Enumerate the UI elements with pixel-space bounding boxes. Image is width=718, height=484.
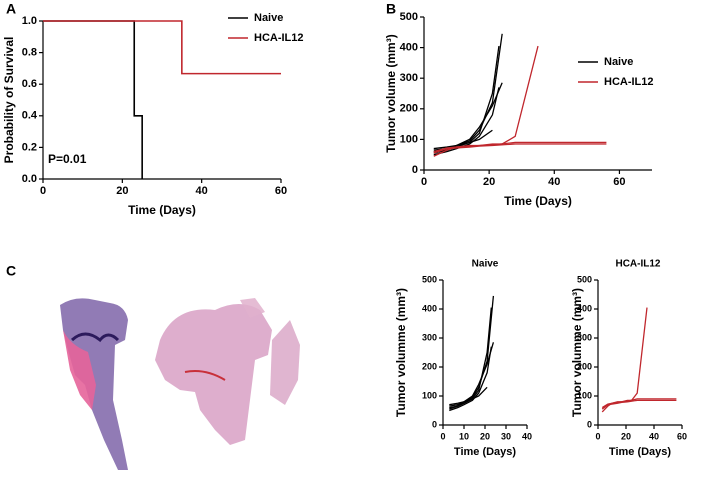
y-tick-label: 0: [587, 419, 592, 429]
y-tick-label: 1.0: [22, 15, 37, 27]
y-tick-label: 0: [412, 164, 418, 176]
panel-label: A: [6, 1, 16, 17]
y-tick-label: 0.4: [22, 110, 38, 122]
x-tick-label: 20: [480, 431, 490, 441]
tumor-line: [601, 307, 648, 413]
panel-label: C: [6, 263, 16, 279]
y-tick-label: 100: [577, 390, 592, 400]
x-tick-label: 0: [40, 185, 46, 197]
chart-title: HCA-IL12: [615, 259, 660, 270]
x-tick-label: 0: [595, 431, 600, 441]
y-tick-label: 200: [422, 361, 437, 371]
y-axis-label: Tumor volume (mm³): [384, 34, 398, 152]
tumor-line: [449, 346, 492, 412]
y-tick-label: 400: [422, 303, 437, 313]
tumor-line: [601, 399, 677, 410]
y-tick-label: 300: [422, 332, 437, 342]
tumor-line: [433, 141, 607, 153]
y-axis-label: Tumor volumme (mm³): [394, 288, 408, 417]
tumor-line: [601, 398, 677, 409]
y-tick-label: 200: [577, 361, 592, 371]
tumor-line: [433, 45, 539, 157]
x-tick-label: 10: [459, 431, 469, 441]
y-tick-label: 500: [400, 11, 418, 23]
y-tick-label: 0: [432, 419, 437, 429]
x-tick-label: 60: [677, 431, 687, 441]
y-tick-label: 200: [400, 103, 418, 115]
y-axis-label: Probability of Survival: [2, 37, 16, 164]
y-tick-label: 100: [422, 390, 437, 400]
tumor-line: [449, 295, 495, 407]
y-tick-label: 400: [400, 42, 418, 54]
x-tick-label: 40: [649, 431, 659, 441]
y-tick-label: 100: [400, 133, 418, 145]
x-tick-label: 0: [440, 431, 445, 441]
y-tick-label: 400: [577, 303, 592, 313]
x-axis-label: Time (Days): [454, 446, 516, 458]
tumor-line: [449, 307, 492, 409]
y-tick-label: 500: [577, 274, 592, 284]
y-tick-label: 500: [422, 274, 437, 284]
x-tick-label: 60: [613, 176, 625, 188]
x-axis-label: Time (Days): [504, 194, 572, 208]
legend-label: Naive: [604, 56, 633, 68]
marrow-region: [63, 330, 96, 410]
y-tick-label: 0.0: [22, 173, 37, 185]
chart-title: Naive: [472, 259, 499, 270]
y-tick-label: 300: [577, 332, 592, 342]
lung-lobe-small: [240, 298, 265, 318]
y-tick-label: 0.2: [22, 141, 37, 153]
x-tick-label: 0: [421, 176, 427, 188]
legend-label: HCA-IL12: [604, 76, 654, 88]
tumor-line: [433, 87, 500, 156]
vessel: [184, 370, 226, 381]
x-tick-label: 20: [483, 176, 495, 188]
x-tick-label: 20: [621, 431, 631, 441]
x-tick-label: 40: [522, 431, 532, 441]
x-tick-label: 30: [501, 431, 511, 441]
y-tick-label: 0.8: [22, 47, 37, 59]
tumor-line: [449, 386, 488, 406]
growth-plate: [70, 332, 120, 343]
y-axis-label: Tumor volumme (mm³): [570, 288, 584, 417]
lung-lobe: [270, 320, 300, 405]
x-tick-label: 40: [548, 176, 560, 188]
tumor-line: [433, 129, 493, 150]
legend-label: Naive: [254, 12, 283, 24]
y-tick-label: 300: [400, 72, 418, 84]
tumor-line: [449, 342, 495, 410]
tumor-line: [433, 45, 500, 153]
x-axis-label: Time (Days): [128, 203, 196, 217]
histology-image: [60, 298, 300, 470]
annotation: P=0.01: [48, 152, 87, 166]
x-tick-label: 40: [196, 185, 208, 197]
legend-label: HCA-IL12: [254, 32, 304, 44]
panel-label: B: [386, 1, 396, 17]
y-tick-label: 0.6: [22, 78, 37, 90]
tumor-line: [433, 33, 503, 151]
x-tick-label: 20: [116, 185, 128, 197]
x-tick-label: 60: [275, 185, 287, 197]
survival-line: [43, 20, 281, 75]
x-axis-label: Time (Days): [609, 446, 671, 458]
